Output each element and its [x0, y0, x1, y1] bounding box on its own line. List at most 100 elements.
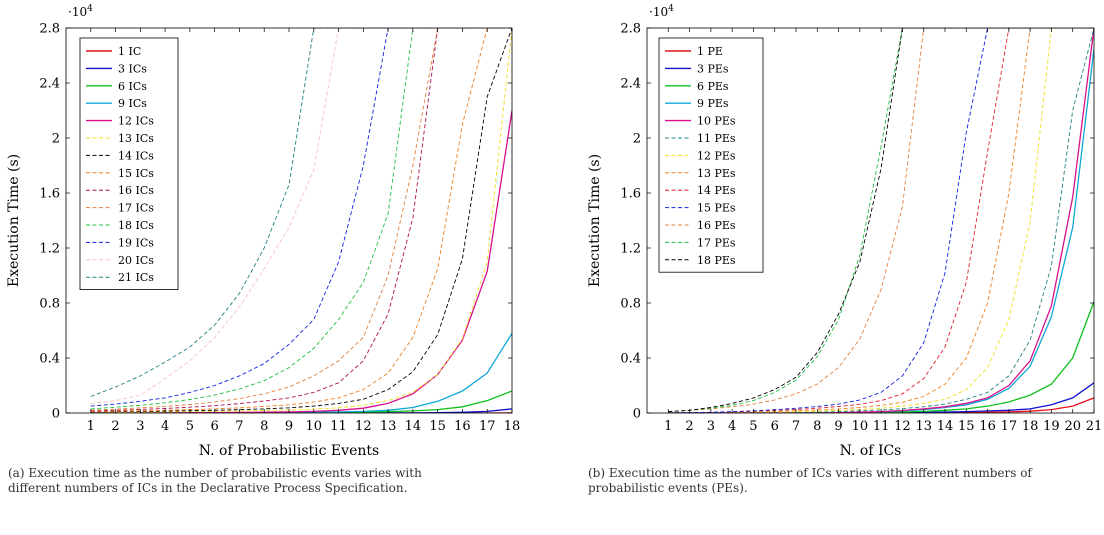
- legend-label: 16 ICs: [118, 184, 154, 197]
- series-group: [90, 28, 512, 413]
- legend-label: 18 ICs: [118, 219, 154, 232]
- series-line: [668, 28, 1094, 413]
- x-tick-label: 11: [873, 419, 890, 434]
- y-multiplier: ·104: [68, 4, 93, 19]
- legend-label: 19 ICs: [118, 236, 154, 249]
- y-multiplier-exponent: 4: [87, 4, 93, 14]
- x-tick-label: 2: [111, 419, 119, 434]
- y-tick-label: 2: [52, 132, 60, 147]
- y-tick-label: 1.6: [620, 187, 641, 202]
- x-tick-label: 8: [813, 419, 821, 434]
- x-axis-label: N. of Probabilistic Events: [199, 443, 379, 459]
- legend-label: 10 PEs: [697, 115, 736, 128]
- legend-label: 6 PEs: [697, 80, 729, 93]
- x-tick-label: 21: [1086, 419, 1103, 434]
- legend-label: 15 ICs: [118, 167, 154, 180]
- x-tick-label: 3: [707, 419, 715, 434]
- x-tick-label: 1: [87, 419, 95, 434]
- series-line: [668, 28, 1094, 413]
- x-tick-label: 9: [834, 419, 842, 434]
- x-tick-label: 11: [330, 419, 347, 434]
- x-tick-label: 12: [894, 419, 911, 434]
- x-tick-label: 6: [771, 419, 779, 434]
- x-tick-label: 7: [235, 419, 243, 434]
- legend-label: 3 ICs: [118, 62, 147, 75]
- y-axis-label: Execution Time (s): [6, 154, 22, 287]
- y-multiplier-exponent: 4: [668, 4, 674, 14]
- y-tick-label: 2.4: [620, 77, 641, 92]
- legend-label: 12 PEs: [697, 149, 736, 162]
- x-tick-label: 8: [260, 419, 268, 434]
- series-line: [90, 28, 512, 404]
- x-tick-label: 4: [728, 419, 736, 434]
- x-tick-label: 18: [1022, 419, 1039, 434]
- series-line: [90, 28, 512, 413]
- legend-label: 17 ICs: [118, 202, 154, 215]
- legend-label: 9 PEs: [697, 97, 729, 110]
- x-tick-label: 20: [1064, 419, 1081, 434]
- legend-label: 15 PEs: [697, 202, 736, 215]
- x-tick-label: 1: [664, 419, 672, 434]
- x-tick-label: 14: [937, 419, 954, 434]
- x-tick-label: 5: [749, 419, 757, 434]
- legend-label: 20 ICs: [118, 254, 154, 267]
- legend-label: 14 ICs: [118, 149, 154, 162]
- y-tick-label: 0: [633, 407, 641, 422]
- y-tick-label: 0.8: [39, 297, 60, 312]
- legend-label: 1 PE: [697, 45, 723, 58]
- series-line: [668, 301, 1094, 413]
- y-tick-label: 2.8: [39, 22, 60, 37]
- x-tick-label: 5: [186, 419, 194, 434]
- x-tick-label: 10: [852, 419, 869, 434]
- legend-label: 12 ICs: [118, 115, 154, 128]
- legend-label: 11 PEs: [697, 132, 736, 145]
- y-tick-label: 0: [52, 407, 60, 422]
- y-tick-label: 0.4: [39, 352, 60, 367]
- x-tick-label: 12: [355, 419, 372, 434]
- y-tick-label: 1.2: [620, 242, 641, 257]
- x-tick-label: 19: [1043, 419, 1060, 434]
- x-tick-label: 9: [285, 419, 293, 434]
- legend-label: 3 PEs: [697, 62, 729, 75]
- y-axis-label: Execution Time (s): [587, 154, 603, 287]
- series-line: [90, 28, 512, 413]
- x-tick-label: 3: [136, 419, 144, 434]
- series-line: [668, 28, 1094, 413]
- x-tick-label: 13: [915, 419, 932, 434]
- y-tick-label: 0.4: [620, 352, 641, 367]
- x-tick-label: 18: [504, 419, 521, 434]
- y-tick-label: 2: [633, 132, 641, 147]
- plot-frame: [646, 27, 1095, 414]
- legend-label: 16 PEs: [697, 219, 736, 232]
- y-tick-label: 0.8: [620, 297, 641, 312]
- legend-label: 14 PEs: [697, 184, 736, 197]
- caption-b: (b) Execution time as the number of ICs …: [588, 466, 1032, 495]
- x-tick-label: 17: [1001, 419, 1018, 434]
- x-tick-label: 6: [211, 419, 219, 434]
- legend-label: 6 ICs: [118, 80, 147, 93]
- legend-box: [658, 37, 764, 273]
- x-tick-label: 15: [958, 419, 975, 434]
- y-multiplier: ·104: [649, 4, 674, 19]
- y-tick-label: 1.2: [39, 242, 60, 257]
- y-tick-label: 2.8: [620, 22, 641, 37]
- x-tick-label: 16: [454, 419, 471, 434]
- series-line: [90, 28, 512, 407]
- x-axis-label: N. of ICs: [840, 443, 902, 459]
- series-line: [90, 28, 512, 413]
- legend-label: 9 ICs: [118, 97, 147, 110]
- x-tick-label: 2: [685, 419, 693, 434]
- series-line: [90, 332, 512, 413]
- x-tick-label: 14: [405, 419, 422, 434]
- x-tick-label: 4: [161, 419, 169, 434]
- legend-label: 17 PEs: [697, 236, 736, 249]
- legend-label: 13 ICs: [118, 132, 154, 145]
- chart-b: 1 2 3 4 5 6 7 8 9 10 11 12 13 14 15 16 17 18 19 20 2100.40.8…: [587, 4, 1102, 459]
- x-tick-label: 10: [306, 419, 323, 434]
- x-tick-label: 7: [792, 419, 800, 434]
- x-tick-label: 13: [380, 419, 397, 434]
- legend-label: 1 IC: [118, 45, 141, 58]
- series-line: [668, 28, 1094, 413]
- legend-label: 21 ICs: [118, 271, 154, 284]
